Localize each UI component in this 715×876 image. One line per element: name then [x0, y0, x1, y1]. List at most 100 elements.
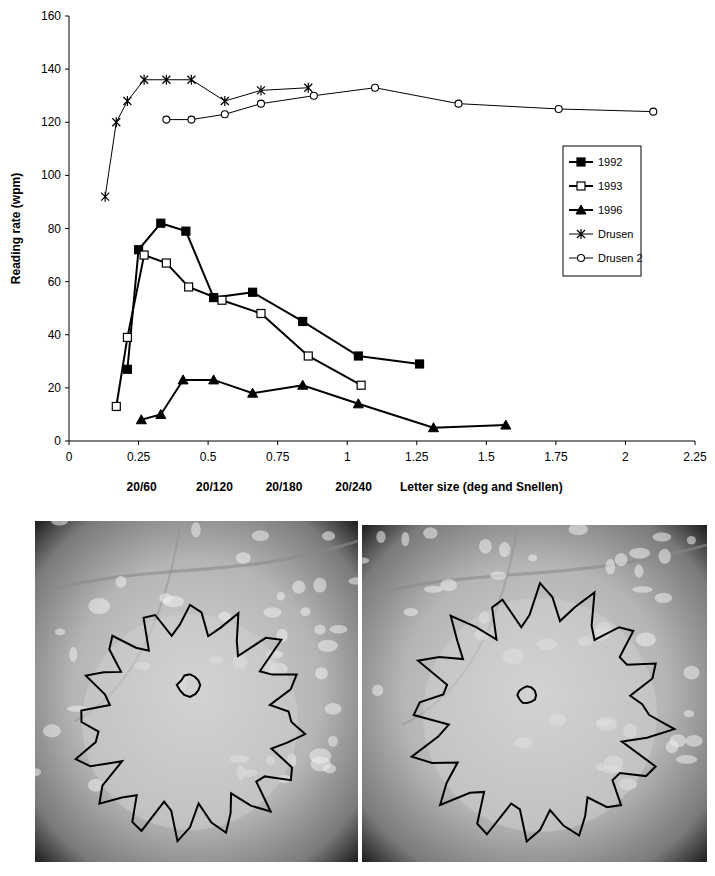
data-point	[178, 375, 188, 384]
y-tick-label: 100	[41, 168, 61, 182]
drusen-spot	[424, 586, 443, 593]
y-tick-label: 160	[41, 9, 61, 23]
x-tick-label: 2	[622, 450, 629, 464]
fixation-outline	[517, 686, 536, 703]
y-tick	[65, 441, 69, 442]
drusen-spot	[315, 667, 328, 679]
data-point	[188, 116, 195, 123]
data-point	[304, 83, 312, 93]
drusen-spot	[43, 724, 61, 737]
drusen-spot	[292, 580, 305, 593]
x-tick-label: 0.25	[127, 450, 151, 464]
x-tick	[138, 441, 139, 445]
data-point	[101, 192, 109, 202]
x-tick	[208, 441, 209, 445]
data-point	[298, 380, 308, 389]
drusen-spot	[330, 625, 348, 634]
data-point	[357, 381, 365, 389]
atrophy	[82, 614, 298, 830]
drusen-spot	[328, 736, 338, 747]
figure: 02040608010012014016000.250.50.7511.251.…	[0, 0, 715, 876]
drusen-spot	[528, 554, 537, 561]
drusen-spot	[401, 532, 409, 546]
drusen-spot	[322, 531, 335, 540]
drusen-spot	[263, 607, 281, 617]
x-tick	[277, 441, 278, 445]
x-tick	[347, 441, 348, 445]
y-tick-label: 0	[54, 434, 61, 448]
drusen-spot	[605, 559, 615, 574]
x-tick	[69, 441, 70, 445]
legend-label: Drusen	[598, 228, 633, 240]
drusen-spot	[479, 539, 492, 554]
y-tick-label: 40	[48, 328, 62, 342]
drusen-spot	[499, 542, 510, 557]
series-line	[105, 80, 308, 197]
data-point	[221, 96, 229, 106]
data-point	[156, 409, 166, 418]
series-line	[116, 255, 361, 406]
snellen-label: 20/180	[266, 480, 303, 494]
drusen-spot	[636, 633, 656, 647]
x-axis	[69, 441, 695, 442]
drusen-spot	[300, 607, 310, 616]
drusen-spot	[676, 755, 697, 764]
drusen-spot	[423, 527, 438, 539]
y-tick-label: 60	[48, 275, 62, 289]
data-point	[218, 296, 226, 304]
drusen-spot	[277, 592, 285, 600]
snellen-label: 20/240	[335, 480, 372, 494]
drusen-spot	[683, 666, 699, 680]
x-tick-label: 1.25	[405, 450, 429, 464]
drusen-spot	[313, 578, 326, 593]
x-axis-label: Letter size (deg and Snellen)	[400, 480, 563, 494]
legend-label: 1993	[598, 180, 622, 192]
drusen-spot	[35, 768, 41, 776]
y-tick	[65, 334, 69, 335]
drusen-spot	[403, 608, 418, 616]
data-point	[257, 100, 264, 107]
data-point	[248, 388, 258, 397]
series-line	[127, 223, 419, 369]
drusen-spot	[615, 553, 628, 566]
data-point	[221, 111, 228, 118]
fixation-outline	[177, 674, 200, 697]
y-tick-label: 140	[41, 62, 61, 76]
data-point	[310, 92, 317, 99]
data-point	[353, 399, 363, 408]
data-point	[112, 117, 120, 127]
snellen-label: 20/120	[196, 480, 233, 494]
x-tick	[555, 441, 556, 445]
drusen-spot	[309, 748, 331, 764]
x-tick-label: 1	[344, 450, 351, 464]
drusen-spot	[362, 557, 369, 563]
data-point	[249, 288, 257, 296]
data-point	[140, 75, 148, 85]
fundus-background	[35, 521, 358, 862]
drusen-spot	[634, 565, 643, 578]
fundus-image	[362, 525, 707, 862]
drusen-spot	[88, 598, 110, 614]
drusen-spot	[659, 549, 671, 564]
data-point	[112, 402, 120, 410]
drusen-spot	[490, 571, 506, 579]
data-point	[185, 283, 193, 291]
plot-area	[101, 75, 657, 432]
legend-label: Drusen 2	[598, 252, 643, 264]
scotoma-outline	[76, 605, 306, 841]
data-point	[650, 108, 657, 115]
y-axis-label: Reading rate (wpm)	[9, 173, 23, 284]
drusen-spot	[325, 703, 342, 715]
legend-marker	[577, 158, 585, 166]
x-tick	[625, 441, 626, 445]
y-tick	[65, 122, 69, 123]
y-tick	[65, 228, 69, 229]
snellen-label: 20/60	[127, 480, 157, 494]
y-tick-label: 20	[48, 381, 62, 395]
data-point	[136, 415, 146, 424]
y-tick	[65, 69, 69, 70]
data-point	[428, 423, 438, 432]
drusen-spot	[191, 522, 201, 537]
data-point	[157, 219, 165, 227]
drusen-spot	[372, 684, 383, 696]
